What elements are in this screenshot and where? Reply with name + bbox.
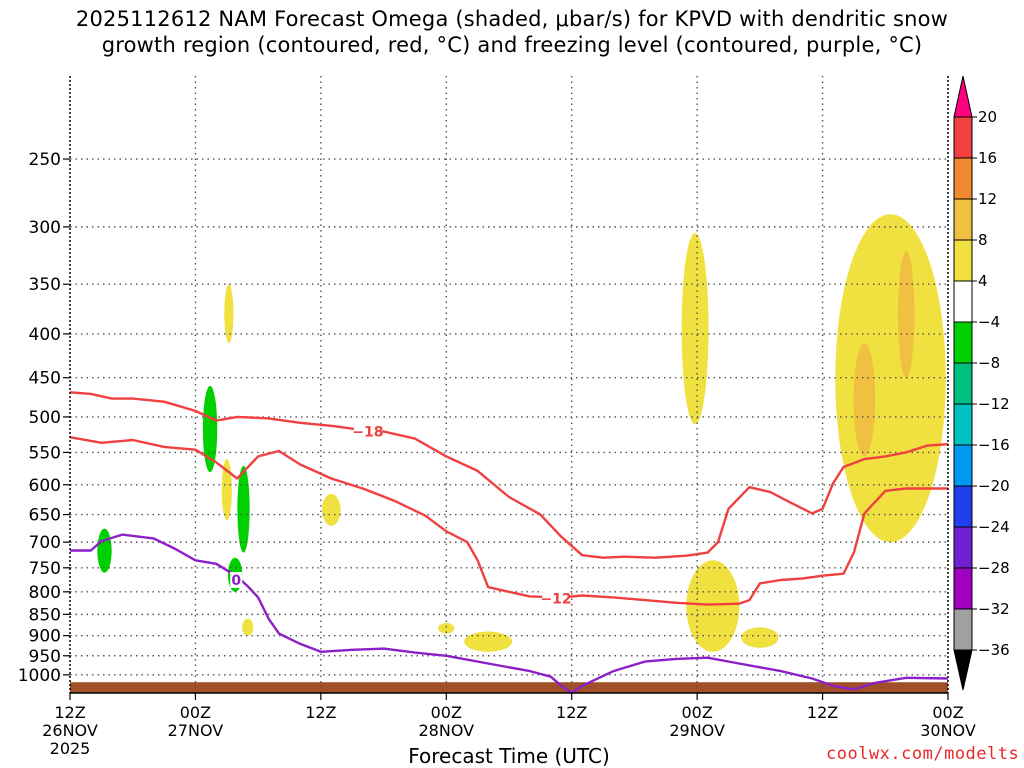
colorbar-box-2 [953,198,973,241]
omega-region-0 [97,528,112,573]
colorbar-label-0: 20 [978,108,997,126]
omega-region-15 [897,250,915,378]
y-tick-label-700: 700 [29,533,61,553]
x-tick-label-0-1: 26NOV [42,721,98,740]
y-tick-label-900: 900 [29,627,61,647]
colorbar-bottom-triangle [953,649,973,691]
colorbar-label-11: −28 [978,559,1010,577]
plot-background [70,76,948,693]
colorbar-box-4 [953,280,973,323]
contour-label-bg-1 [542,590,571,607]
x-tick-label-36-0: 00Z [431,703,462,722]
y-tick-label-300: 300 [29,218,61,238]
colorbar-label-6: −8 [978,354,1000,372]
colorbar-box-12 [953,608,973,651]
colorbar-box-0 [953,116,973,159]
x-axis-title: Forecast Time (UTC) [408,744,610,768]
y-tick-label-950: 950 [29,647,61,667]
omega-region-14 [853,343,876,456]
colorbar-label-2: 12 [978,190,997,208]
y-tick-label-600: 600 [29,476,61,496]
omega-region-5 [221,459,232,521]
omega-region-12 [741,627,779,648]
y-tick-label-800: 800 [29,583,61,603]
title-line-2: growth region (contoured, red, °C) and f… [101,33,923,57]
contour-line-0 [69,391,949,559]
y-tick-label-350: 350 [29,275,61,295]
colorbar-label-1: 16 [978,149,997,167]
x-tick-label-0-0: 12Z [54,703,85,722]
contour-label-bg-2 [230,572,243,589]
omega-region-11 [686,560,740,652]
contour-line-1 [69,436,948,606]
contour-label-2: 0 [231,573,241,589]
colorbar-box-1 [953,157,973,200]
colorbar-box-10 [953,526,973,569]
omega-region-7 [322,493,341,526]
contour-label-1: −12 [540,591,571,607]
contour-label-bg-0 [353,423,382,440]
colorbar-label-13: −36 [978,641,1010,659]
colorbar-label-12: −32 [978,600,1010,618]
colorbar-box-11 [953,567,973,610]
chart-title: 2025112612 NAM Forecast Omega (shaded, μ… [0,6,1024,58]
terrain-fill [70,682,948,693]
colorbar-box-6 [953,362,973,405]
x-tick-label-48-0: 12Z [556,703,587,722]
colorbar-box-9 [953,485,973,528]
x-tick-label-0-2: 2025 [50,739,91,758]
title-line-1: 2025112612 NAM Forecast Omega (shaded, μ… [75,7,949,31]
x-tick-label-84-1: 30NOV [920,721,976,740]
contour-line-2 [70,533,949,695]
colorbar-label-9: −20 [978,477,1010,495]
omega-region-1 [202,385,218,473]
x-tick-label-84-0: 00Z [932,703,963,722]
y-tick-label-250: 250 [29,150,61,170]
y-tick-label-400: 400 [29,325,61,345]
colorbar-label-8: −16 [978,436,1010,454]
omega-region-10 [681,233,709,425]
y-tick-label-750: 750 [29,559,61,579]
omega-region-4 [224,284,234,344]
y-tick-label-1000: 1000 [18,666,61,686]
plot-area [70,76,948,693]
colorbar-label-3: 8 [978,231,988,249]
x-tick-label-12-0: 00Z [180,703,211,722]
colorbar-box-5 [953,321,973,364]
y-tick-label-650: 650 [29,506,61,526]
x-tick-label-36-1: 28NOV [418,721,474,740]
omega-region-9 [464,631,512,652]
omega-region-8 [438,623,455,634]
omega-region-6 [242,618,254,636]
terrain-strip [70,682,948,693]
x-tick-label-60-0: 00Z [681,703,712,722]
x-tick-label-24-0: 12Z [305,703,336,722]
colorbar-box-7 [953,403,973,446]
credit-text[interactable]: coolwx.com/modelts [826,744,1020,764]
colorbar-label-7: −12 [978,395,1010,413]
colorbar-label-4: 4 [978,272,988,290]
omega-region-2 [237,465,250,553]
colorbar: 20 16 12 8 4 −4 −8 −12 −16 −20 −24 −28 −32 −36 [953,75,1010,691]
x-tick-label-60-1: 29NOV [669,721,725,740]
contours: −18 −12 0 [69,391,949,695]
colorbar-box-3 [953,239,973,282]
y-tick-label-500: 500 [29,408,61,428]
colorbar-label-5: −4 [978,313,1000,331]
y-tick-label-550: 550 [29,443,61,463]
colorbar-box-8 [953,444,973,487]
y-tick-label-450: 450 [29,369,61,389]
colorbar-label-10: −24 [978,518,1010,536]
colorbar-top-triangle [953,75,973,118]
x-tick-label-72-0: 12Z [807,703,838,722]
y-tick-label-850: 850 [29,605,61,625]
axes: 2503003504004505005506006507007508008509… [18,76,976,758]
x-tick-label-12-1: 27NOV [168,721,224,740]
contour-label-0: −18 [352,425,383,441]
